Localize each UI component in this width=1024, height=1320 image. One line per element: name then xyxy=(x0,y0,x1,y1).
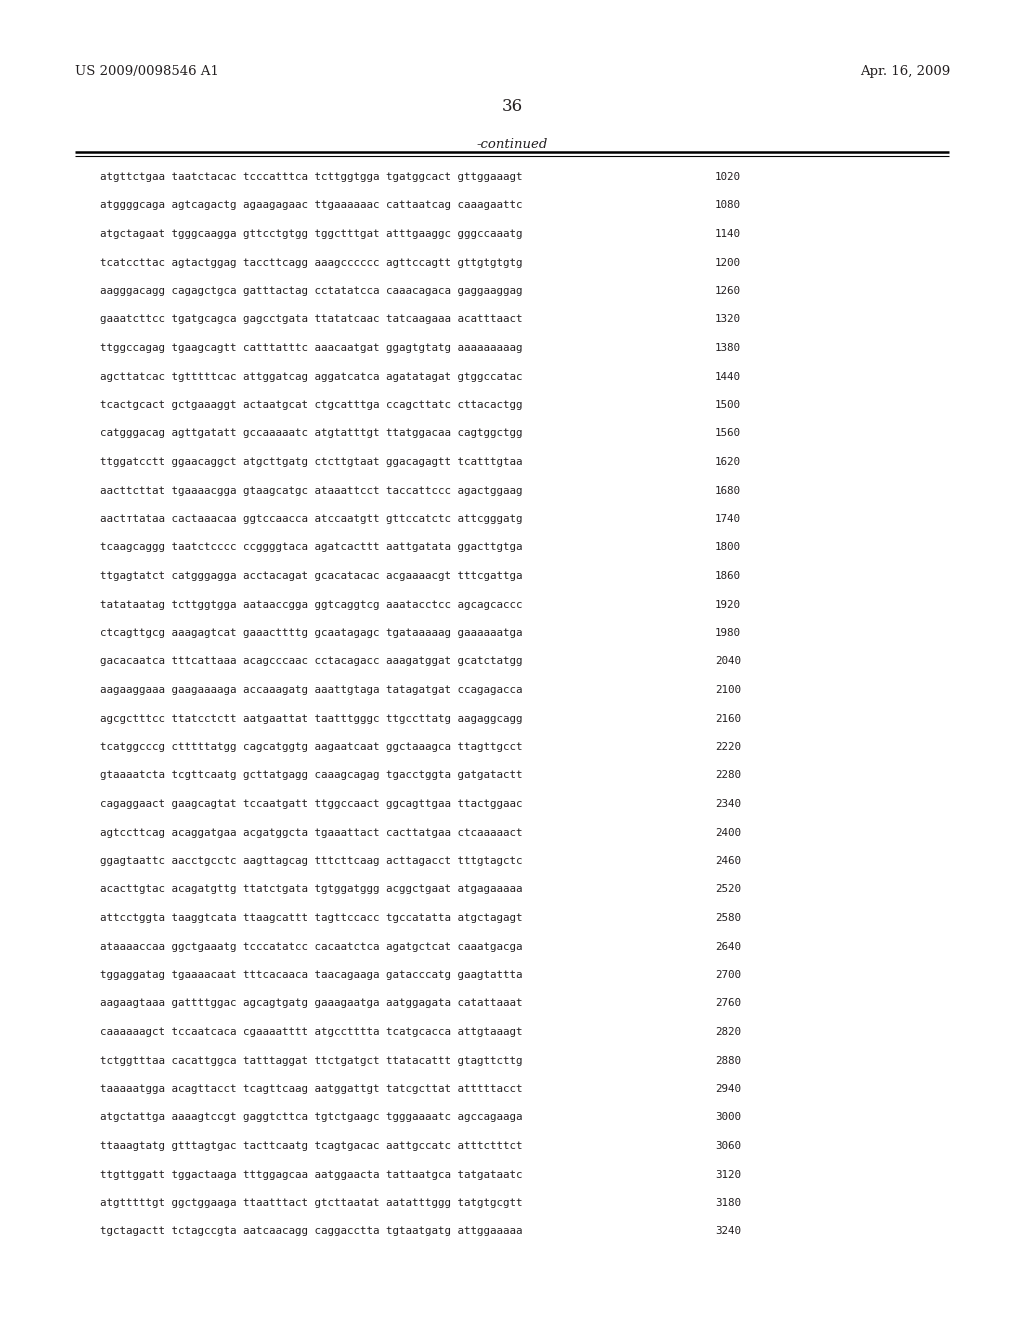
Text: aagggacagg cagagctgca gatttactag cctatatcca caaacagaca gaggaaggag: aagggacagg cagagctgca gatttactag cctatat… xyxy=(100,286,522,296)
Text: tcaagcaggg taatctcccc ccggggtaca agatcacttt aattgatata ggacttgtga: tcaagcaggg taatctcccc ccggggtaca agatcac… xyxy=(100,543,522,553)
Text: atgtttttgt ggctggaaga ttaatttact gtcttaatat aatatttggg tatgtgcgtt: atgtttttgt ggctggaaga ttaatttact gtcttaa… xyxy=(100,1199,522,1208)
Text: ttgttggatt tggactaaga tttggagcaa aatggaacta tattaatgca tatgataatc: ttgttggatt tggactaaga tttggagcaa aatggaa… xyxy=(100,1170,522,1180)
Text: agcttatcac tgtttttcac attggatcag aggatcatca agatatagat gtggccatac: agcttatcac tgtttttcac attggatcag aggatca… xyxy=(100,371,522,381)
Text: 3120: 3120 xyxy=(715,1170,741,1180)
Text: 36: 36 xyxy=(502,98,522,115)
Text: 1380: 1380 xyxy=(715,343,741,352)
Text: 1140: 1140 xyxy=(715,228,741,239)
Text: gtaaaatcta tcgttcaatg gcttatgagg caaagcagag tgacctggta gatgatactt: gtaaaatcta tcgttcaatg gcttatgagg caaagca… xyxy=(100,771,522,780)
Text: ttaaagtatg gtttagtgac tacttcaatg tcagtgacac aattgccatc atttctttct: ttaaagtatg gtttagtgac tacttcaatg tcagtga… xyxy=(100,1140,522,1151)
Text: Apr. 16, 2009: Apr. 16, 2009 xyxy=(860,65,950,78)
Text: aacttcttat tgaaaacgga gtaagcatgc ataaattcct taccattccc agactggaag: aacttcttat tgaaaacgga gtaagcatgc ataaatt… xyxy=(100,486,522,495)
Text: attcctggta taaggtcata ttaagcattt tagttccacc tgccatatta atgctagagt: attcctggta taaggtcata ttaagcattt tagttcc… xyxy=(100,913,522,923)
Text: 2580: 2580 xyxy=(715,913,741,923)
Text: tcatggcccg ctttttatgg cagcatggtg aagaatcaat ggctaaagca ttagttgcct: tcatggcccg ctttttatgg cagcatggtg aagaatc… xyxy=(100,742,522,752)
Text: gaaatcttcc tgatgcagca gagcctgata ttatatcaac tatcaagaaa acatttaact: gaaatcttcc tgatgcagca gagcctgata ttatatc… xyxy=(100,314,522,325)
Text: 1560: 1560 xyxy=(715,429,741,438)
Text: 2880: 2880 xyxy=(715,1056,741,1065)
Text: gacacaatca tttcattaaa acagcccaac cctacagacc aaagatggat gcatctatgg: gacacaatca tttcattaaa acagcccaac cctacag… xyxy=(100,656,522,667)
Text: 2520: 2520 xyxy=(715,884,741,895)
Text: 1980: 1980 xyxy=(715,628,741,638)
Text: 1080: 1080 xyxy=(715,201,741,210)
Text: tcactgcact gctgaaaggt actaatgcat ctgcatttga ccagcttatc cttacactgg: tcactgcact gctgaaaggt actaatgcat ctgcatt… xyxy=(100,400,522,411)
Text: 2460: 2460 xyxy=(715,855,741,866)
Text: ggagtaattc aacctgcctc aagttagcag tttcttcaag acttagacct tttgtagctc: ggagtaattc aacctgcctc aagttagcag tttcttc… xyxy=(100,855,522,866)
Text: 2400: 2400 xyxy=(715,828,741,837)
Text: aagaagtaaa gattttggac agcagtgatg gaaagaatga aatggagata catattaaat: aagaagtaaa gattttggac agcagtgatg gaaagaa… xyxy=(100,998,522,1008)
Text: 1620: 1620 xyxy=(715,457,741,467)
Text: atggggcaga agtcagactg agaagagaac ttgaaaaaac cattaatcag caaagaattc: atggggcaga agtcagactg agaagagaac ttgaaaa… xyxy=(100,201,522,210)
Text: agtccttcag acaggatgaa acgatggcta tgaaattact cacttatgaa ctcaaaaact: agtccttcag acaggatgaa acgatggcta tgaaatt… xyxy=(100,828,522,837)
Text: 2640: 2640 xyxy=(715,941,741,952)
Text: tgctagactt tctagccgta aatcaacagg caggacctta tgtaatgatg attggaaaaa: tgctagactt tctagccgta aatcaacagg caggacc… xyxy=(100,1226,522,1237)
Text: ttgagtatct catgggagga acctacagat gcacatacac acgaaaacgt tttcgattga: ttgagtatct catgggagga acctacagat gcacata… xyxy=(100,572,522,581)
Text: 1800: 1800 xyxy=(715,543,741,553)
Text: atgttctgaa taatctacac tcccatttca tcttggtgga tgatggcact gttggaaagt: atgttctgaa taatctacac tcccatttca tcttggt… xyxy=(100,172,522,182)
Text: 3000: 3000 xyxy=(715,1113,741,1122)
Text: ttggccagag tgaagcagtt catttatttc aaacaatgat ggagtgtatg aaaaaaaaag: ttggccagag tgaagcagtt catttatttc aaacaat… xyxy=(100,343,522,352)
Text: ctcagttgcg aaagagtcat gaaacttttg gcaatagagc tgataaaaag gaaaaaatga: ctcagttgcg aaagagtcat gaaacttttg gcaatag… xyxy=(100,628,522,638)
Text: 1740: 1740 xyxy=(715,513,741,524)
Text: 1440: 1440 xyxy=(715,371,741,381)
Text: caaaaaagct tccaatcaca cgaaaatttt atgcctttta tcatgcacca attgtaaagt: caaaaaagct tccaatcaca cgaaaatttt atgcctt… xyxy=(100,1027,522,1038)
Text: 2040: 2040 xyxy=(715,656,741,667)
Text: 1320: 1320 xyxy=(715,314,741,325)
Text: tcatccttac agtactggag taccttcagg aaagcccccс agttccagtt gttgtgtgtg: tcatccttac agtactggag taccttcagg aaagccc… xyxy=(100,257,522,268)
Text: -continued: -continued xyxy=(476,139,548,150)
Text: tatataatag tcttggtgga aataaccgga ggtcaggtcg aaatacctcc agcagcaccc: tatataatag tcttggtgga aataaccgga ggtcagg… xyxy=(100,599,522,610)
Text: 2160: 2160 xyxy=(715,714,741,723)
Text: aagaaggaaa gaagaaaaga accaaagatg aaattgtaga tatagatgat ccagagacca: aagaaggaaa gaagaaaaga accaaagatg aaattgt… xyxy=(100,685,522,696)
Text: agcgctttcc ttatcctctt aatgaattat taatttgggc ttgccttatg aagaggcagg: agcgctttcc ttatcctctt aatgaattat taatttg… xyxy=(100,714,522,723)
Text: 1200: 1200 xyxy=(715,257,741,268)
Text: 1020: 1020 xyxy=(715,172,741,182)
Text: 3060: 3060 xyxy=(715,1140,741,1151)
Text: 2760: 2760 xyxy=(715,998,741,1008)
Text: 2100: 2100 xyxy=(715,685,741,696)
Text: 2700: 2700 xyxy=(715,970,741,979)
Text: 1860: 1860 xyxy=(715,572,741,581)
Text: atgctattga aaaagtccgt gaggtcttca tgtctgaagc tgggaaaatc agccagaaga: atgctattga aaaagtccgt gaggtcttca tgtctga… xyxy=(100,1113,522,1122)
Text: aactтtataa cactaaacaa ggtccaacca atccaatgtt gttccatctc attcgggatg: aactтtataa cactaaacaa ggtccaacca atccaat… xyxy=(100,513,522,524)
Text: 2340: 2340 xyxy=(715,799,741,809)
Text: 1260: 1260 xyxy=(715,286,741,296)
Text: cagaggaact gaagcagtat tccaatgatt ttggccaact ggcagttgaa ttactggaac: cagaggaact gaagcagtat tccaatgatt ttggcca… xyxy=(100,799,522,809)
Text: catgggacag agttgatatt gccaaaaatc atgtatttgt ttatggacaa cagtggctgg: catgggacag agttgatatt gccaaaaatc atgtatt… xyxy=(100,429,522,438)
Text: tggaggatag tgaaaacaat tttcacaaca taacagaaga gatacccatg gaagtattta: tggaggatag tgaaaacaat tttcacaaca taacaga… xyxy=(100,970,522,979)
Text: acacttgtac acagatgttg ttatctgata tgtggatggg acggctgaat atgagaaaaa: acacttgtac acagatgttg ttatctgata tgtggat… xyxy=(100,884,522,895)
Text: 2820: 2820 xyxy=(715,1027,741,1038)
Text: ataaaaccaa ggctgaaatg tcccatatcc cacaatctca agatgctcat caaatgacga: ataaaaccaa ggctgaaatg tcccatatcc cacaatc… xyxy=(100,941,522,952)
Text: ttggatcctt ggaacaggct atgcttgatg ctcttgtaat ggacagagtt tcatttgtaa: ttggatcctt ggaacaggct atgcttgatg ctcttgt… xyxy=(100,457,522,467)
Text: 1920: 1920 xyxy=(715,599,741,610)
Text: 2940: 2940 xyxy=(715,1084,741,1094)
Text: tctggtttaa cacattggca tatttaggat ttctgatgct ttatacattt gtagttcttg: tctggtttaa cacattggca tatttaggat ttctgat… xyxy=(100,1056,522,1065)
Text: 2280: 2280 xyxy=(715,771,741,780)
Text: 2220: 2220 xyxy=(715,742,741,752)
Text: taaaaatgga acagttacct tcagttcaag aatggattgt tatcgcttat atttttacct: taaaaatgga acagttacct tcagttcaag aatggat… xyxy=(100,1084,522,1094)
Text: US 2009/0098546 A1: US 2009/0098546 A1 xyxy=(75,65,219,78)
Text: 1680: 1680 xyxy=(715,486,741,495)
Text: 3180: 3180 xyxy=(715,1199,741,1208)
Text: 3240: 3240 xyxy=(715,1226,741,1237)
Text: atgctagaat tgggcaagga gttcctgtgg tggctttgat atttgaaggc gggccaaatg: atgctagaat tgggcaagga gttcctgtgg tggcttt… xyxy=(100,228,522,239)
Text: 1500: 1500 xyxy=(715,400,741,411)
